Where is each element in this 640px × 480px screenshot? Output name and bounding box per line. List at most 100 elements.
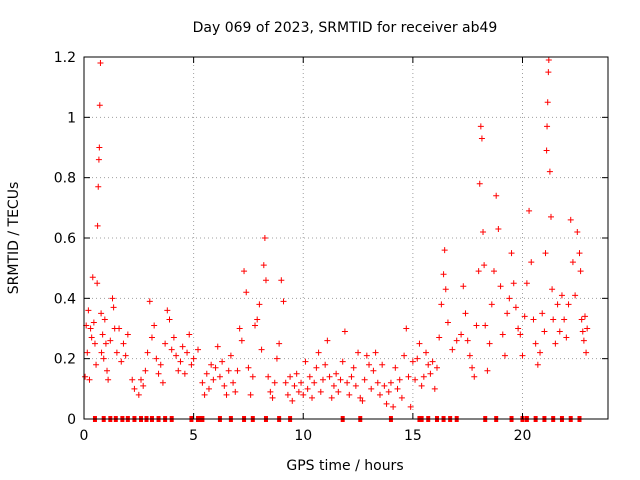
data-point	[348, 373, 355, 380]
y-tick-label: 0.6	[54, 231, 76, 247]
y-tick-label: 0	[67, 412, 76, 428]
data-point	[234, 367, 241, 374]
data-point	[94, 280, 101, 287]
data-point	[302, 358, 309, 365]
data-point	[433, 364, 440, 371]
data-point	[579, 328, 586, 335]
data-point	[181, 370, 188, 377]
data-point	[118, 358, 125, 365]
data-point	[262, 277, 269, 284]
data-point	[506, 295, 513, 302]
data-point	[366, 361, 373, 368]
data-point	[519, 352, 526, 359]
data-point	[258, 346, 265, 353]
data-point	[309, 394, 316, 401]
data-point	[552, 340, 559, 347]
data-point	[543, 147, 550, 154]
data-point	[243, 289, 250, 296]
data-point	[577, 268, 584, 275]
data-point	[107, 337, 114, 344]
data-point	[359, 397, 366, 404]
data-point	[576, 250, 583, 257]
data-point	[508, 250, 515, 257]
data-point	[201, 391, 208, 398]
data-point	[469, 364, 476, 371]
data-point	[210, 376, 217, 383]
axis-ticks: 0 0.2 0.4 0.6 0.8 1 1.2 0 5 10 15 20	[54, 50, 608, 444]
data-point	[480, 228, 487, 235]
data-point	[113, 349, 120, 356]
data-point	[335, 388, 342, 395]
data-point	[544, 99, 551, 106]
data-point	[438, 301, 445, 308]
data-point	[148, 334, 155, 341]
data-point	[370, 367, 377, 374]
data-point	[361, 376, 368, 383]
data-point	[256, 301, 263, 308]
data-point	[549, 286, 556, 293]
data-point	[541, 328, 548, 335]
data-point	[458, 331, 465, 338]
data-point	[471, 373, 478, 380]
data-point	[565, 301, 572, 308]
data-point	[95, 183, 102, 190]
data-point	[188, 361, 195, 368]
data-point	[385, 388, 392, 395]
data-point	[460, 283, 467, 290]
grid-lines	[84, 57, 608, 419]
data-point	[368, 385, 375, 392]
data-point	[199, 379, 206, 386]
data-point	[403, 325, 410, 332]
data-point	[476, 180, 483, 187]
data-point	[186, 331, 193, 338]
data-point	[394, 385, 401, 392]
data-point	[521, 313, 528, 320]
data-point	[542, 250, 549, 257]
data-point	[162, 340, 169, 347]
data-point	[260, 262, 267, 269]
data-point	[300, 391, 307, 398]
data-point	[383, 400, 390, 407]
data-point	[462, 310, 469, 317]
data-point	[534, 361, 541, 368]
data-point	[569, 259, 576, 266]
data-point	[550, 316, 557, 323]
data-point	[379, 361, 386, 368]
data-point	[84, 349, 91, 356]
data-point	[97, 60, 104, 67]
data-point	[159, 379, 166, 386]
data-point	[444, 319, 451, 326]
data-point	[212, 364, 219, 371]
chart-title: Day 069 of 2023, SRMTID for receiver ab4…	[193, 20, 498, 36]
data-point	[238, 337, 245, 344]
data-point	[352, 382, 359, 389]
data-point	[357, 394, 364, 401]
data-point	[339, 358, 346, 365]
data-point	[241, 268, 248, 275]
data-point	[346, 391, 353, 398]
data-point	[89, 274, 96, 281]
data-point	[291, 382, 298, 389]
data-point	[409, 358, 416, 365]
data-point	[583, 349, 590, 356]
data-point	[170, 334, 177, 341]
data-point	[116, 325, 123, 332]
data-point	[328, 394, 335, 401]
data-point	[261, 235, 268, 241]
data-point	[423, 349, 430, 356]
data-point	[153, 355, 160, 362]
data-point	[177, 358, 184, 365]
data-point	[109, 295, 116, 302]
data-point	[93, 361, 100, 368]
data-point	[429, 358, 436, 365]
data-point	[140, 382, 147, 389]
data-point	[110, 304, 117, 311]
data-point	[381, 382, 388, 389]
data-point	[523, 280, 530, 287]
data-point	[311, 379, 318, 386]
data-point	[315, 349, 322, 356]
data-point	[545, 57, 552, 64]
data-point	[363, 352, 370, 359]
data-point	[99, 331, 106, 338]
